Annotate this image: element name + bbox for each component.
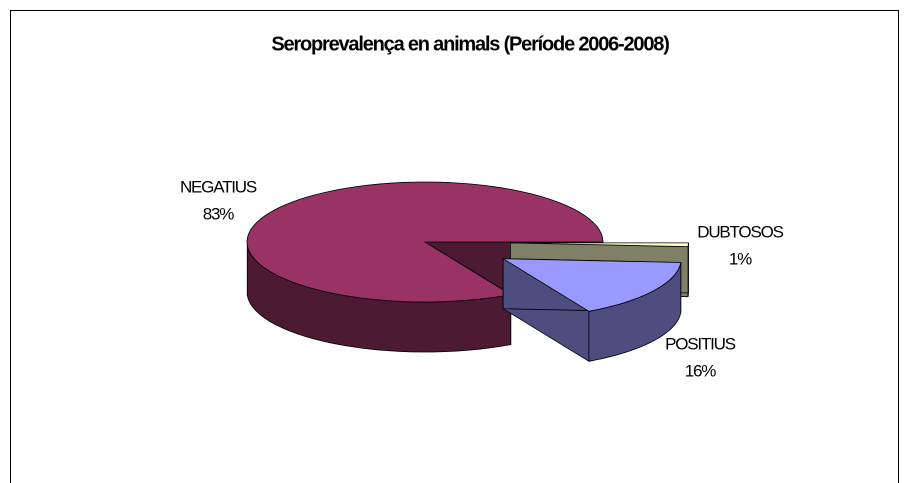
pie-slice xyxy=(246,181,604,303)
slice-label: POSITIUS xyxy=(665,334,736,353)
pie-slice xyxy=(510,242,689,248)
chart-title: Seroprevalença en animals (Període 2006-… xyxy=(271,33,669,55)
pie-slice xyxy=(501,258,682,312)
slice-label: NEGATIUS xyxy=(180,177,257,196)
slice-value-label: 83% xyxy=(203,204,235,223)
slice-value-label: 16% xyxy=(685,361,717,380)
slice-value-label: 1% xyxy=(729,249,752,268)
slice-label: DUBTOSOS xyxy=(697,222,783,241)
